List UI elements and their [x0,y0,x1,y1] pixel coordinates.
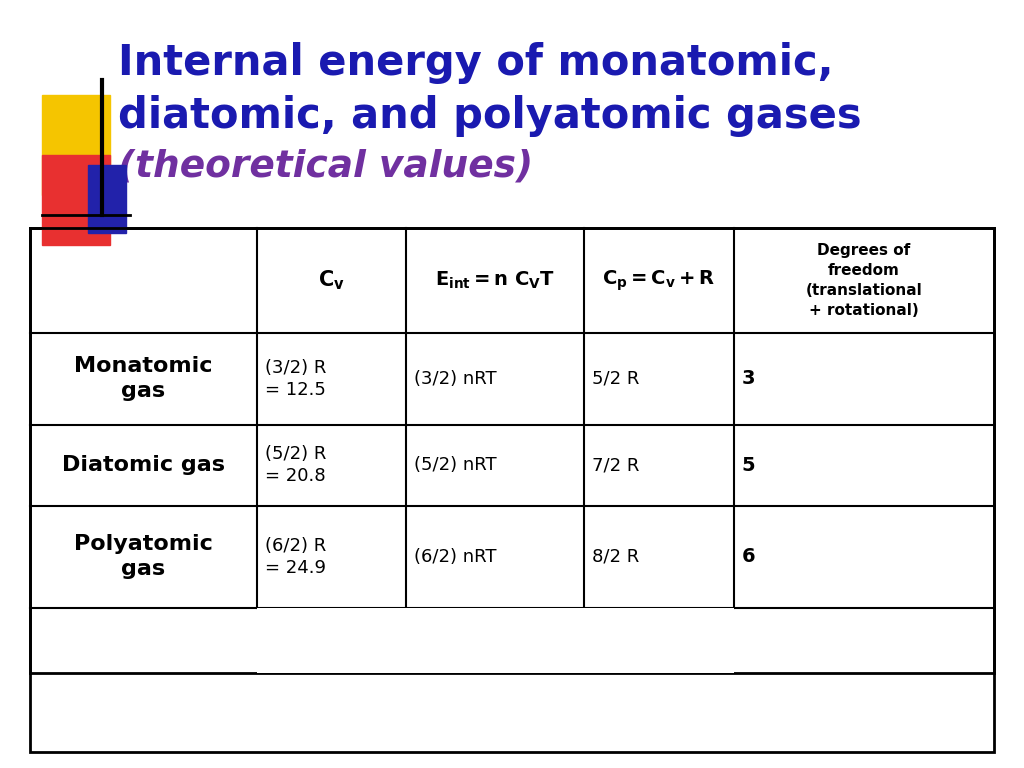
Bar [88,165,126,233]
Text: 5/2 R: 5/2 R [592,369,640,388]
Text: (5/2) R
= 20.8: (5/2) R = 20.8 [264,445,326,485]
Text: Internal energy of monatomic,: Internal energy of monatomic, [118,42,834,84]
Bar [42,155,110,245]
Text: $\mathbf{C_v}$: $\mathbf{C_v}$ [317,269,345,292]
Text: (5/2) nRT: (5/2) nRT [414,456,497,474]
Text: (6/2) R
= 24.9: (6/2) R = 24.9 [264,537,326,577]
Text: (3/2) R
= 12.5: (3/2) R = 12.5 [264,359,326,399]
Text: 5: 5 [741,455,756,475]
Text: (6/2) nRT: (6/2) nRT [414,548,497,566]
Text: 3: 3 [741,369,756,388]
Text: Degrees of
freedom
(translational
+ rotational): Degrees of freedom (translational + rota… [806,243,923,318]
Text: 8/2 R: 8/2 R [592,548,640,566]
Bar [257,608,734,674]
Text: $\mathbf{E_{int}}$$\mathbf{=n\ C_V T}$: $\mathbf{E_{int}}$$\mathbf{=n\ C_V T}$ [435,270,555,291]
Bar [30,228,994,752]
Bar [42,95,110,195]
Text: 6: 6 [741,548,756,566]
Text: Diatomic gas: Diatomic gas [61,455,225,475]
Text: Polyatomic
gas: Polyatomic gas [74,535,213,579]
Text: Monatomic
gas: Monatomic gas [74,356,213,401]
Text: diatomic, and polyatomic gases: diatomic, and polyatomic gases [118,95,861,137]
Text: (3/2) nRT: (3/2) nRT [414,369,497,388]
Text: $\mathbf{C_p=C_v+R}$: $\mathbf{C_p=C_v+R}$ [602,268,716,293]
Text: $\mathbf{E_{int}}$$\mathbf{=n\ C_V\ T}$: $\mathbf{E_{int}}$$\mathbf{=n\ C_V\ T}$ [396,623,628,659]
Text: 7/2 R: 7/2 R [592,456,640,474]
Text: (theoretical values): (theoretical values) [118,148,534,184]
